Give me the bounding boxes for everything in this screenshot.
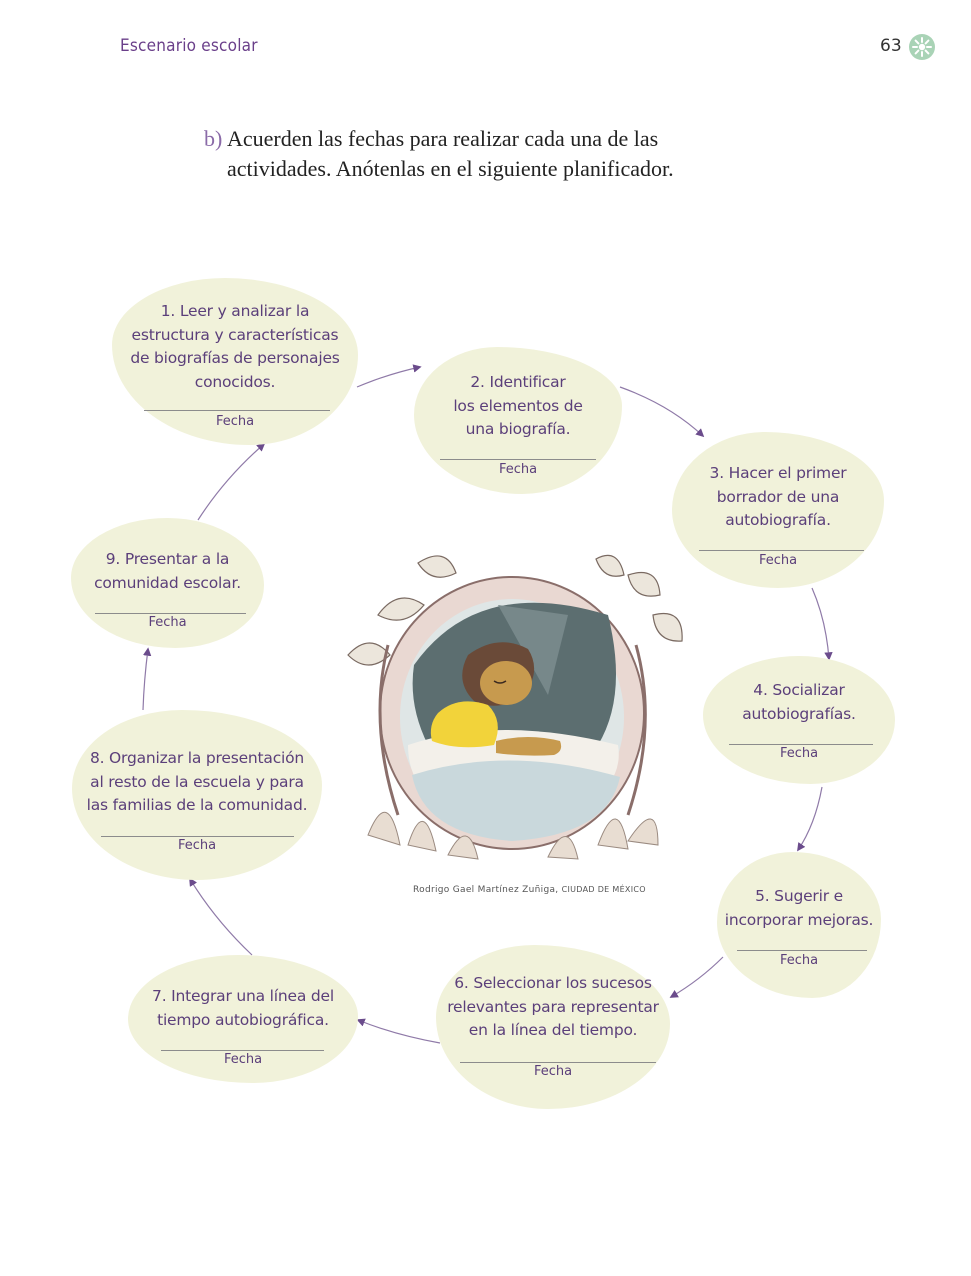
step-8-line: 8. Organizar la presentación xyxy=(89,749,305,767)
girl-sleeping-illustration xyxy=(347,554,683,860)
planner-step-9: 9. Presentar a la comunidad escolar. Fec… xyxy=(71,518,264,648)
step-5-line: incorporar mejoras. xyxy=(724,910,874,929)
step-2-line: los elementos de xyxy=(453,396,583,415)
step-6-line: 6. Seleccionar los sucesos xyxy=(454,974,652,992)
planner-step-1: 1. Leer y analizar la estructura y carac… xyxy=(112,278,358,445)
credit-name: Rodrigo Gael Martínez Zuñiga, xyxy=(413,885,559,895)
planner-step-2: 2. Identificar los elementos de una biog… xyxy=(414,347,622,494)
credit-place: CIUDAD DE MÉXICO xyxy=(561,885,646,894)
date-label: Fecha xyxy=(177,838,217,853)
date-label: Fecha xyxy=(498,462,538,477)
section-title: Escenario escolar xyxy=(120,36,258,56)
step-3-line: borrador de una xyxy=(716,487,840,506)
date-line[interactable] xyxy=(699,550,864,551)
step-7-line: tiempo autobiográfica. xyxy=(157,1010,329,1029)
planner-step-6: 6. Seleccionar los sucesos relevantes pa… xyxy=(436,945,670,1109)
step-3-line: autobiografía. xyxy=(725,511,831,529)
date-line[interactable] xyxy=(95,613,246,614)
illustration-credit: Rodrigo Gael Martínez Zuñiga, CIUDAD DE … xyxy=(413,885,646,895)
date-line[interactable] xyxy=(460,1062,656,1063)
step-4-line: autobiografías. xyxy=(742,704,856,723)
step-5-line: 5. Sugerir e xyxy=(755,887,843,905)
step-9-line: comunidad escolar. xyxy=(94,573,241,592)
instruction-line-1: Acuerden las fechas para realizar cada u… xyxy=(227,126,659,151)
step-6-line: relevantes para representar xyxy=(447,997,659,1016)
step-9-line: 9. Presentar a la xyxy=(105,550,230,568)
date-line[interactable] xyxy=(101,836,294,837)
date-line[interactable] xyxy=(161,1050,324,1051)
arrow-8-9 xyxy=(142,647,152,711)
date-label: Fecha xyxy=(779,953,819,968)
date-line[interactable] xyxy=(144,410,330,411)
step-1-line: estructura y características xyxy=(131,325,339,344)
date-label: Fecha xyxy=(223,1052,263,1067)
arrow-3-4 xyxy=(811,587,833,661)
arrow-4-5 xyxy=(797,786,823,852)
arrow-6-7 xyxy=(356,1018,441,1044)
planner-step-7: 7. Integrar una línea del tiempo autobio… xyxy=(128,955,358,1083)
step-1-line: de biografías de personajes xyxy=(130,349,340,367)
planner-step-3: 3. Hacer el primer borrador de una autob… xyxy=(672,432,884,588)
step-2-line: 2. Identificar xyxy=(470,373,566,391)
step-8-line: las familias de la comunidad. xyxy=(86,796,308,814)
step-1-line: 1. Leer y analizar la xyxy=(160,302,310,320)
arrow-2-3 xyxy=(619,386,705,438)
step-2-line: una biografía. xyxy=(465,420,571,438)
date-label: Fecha xyxy=(779,746,819,761)
instruction-line-2: actividades. Anótenlas en el siguiente p… xyxy=(227,156,674,181)
step-7-line: 7. Integrar una línea del xyxy=(152,987,334,1005)
step-6-line: en la línea del tiempo. xyxy=(468,1021,638,1039)
date-line[interactable] xyxy=(440,459,596,460)
planner-step-4: 4. Socializar autobiografías. Fecha xyxy=(703,656,895,784)
step-1-line: conocidos. xyxy=(194,372,276,391)
date-label: Fecha xyxy=(215,414,255,429)
step-8-line: al resto de la escuela y para xyxy=(90,772,304,791)
sun-icon xyxy=(909,34,935,60)
instruction-text: b) Acuerden las fechas para realizar cad… xyxy=(204,124,764,184)
arrow-5-6 xyxy=(669,956,724,998)
page-number: 63 xyxy=(880,36,902,56)
arrow-9-1 xyxy=(197,442,266,521)
planner-step-5: 5. Sugerir e incorporar mejoras. Fecha xyxy=(717,852,881,998)
planner-step-8: 8. Organizar la presentación al resto de… xyxy=(72,710,322,880)
date-label: Fecha xyxy=(148,615,187,630)
item-letter: b) xyxy=(204,126,223,151)
date-label: Fecha xyxy=(533,1064,573,1079)
date-line[interactable] xyxy=(729,744,873,745)
date-line[interactable] xyxy=(737,950,867,951)
arrow-7-8 xyxy=(189,877,253,956)
arrow-1-2 xyxy=(356,364,422,388)
step-4-line: 4. Socializar xyxy=(753,681,845,699)
step-3-line: 3. Hacer el primer xyxy=(709,464,847,482)
date-label: Fecha xyxy=(758,553,798,568)
